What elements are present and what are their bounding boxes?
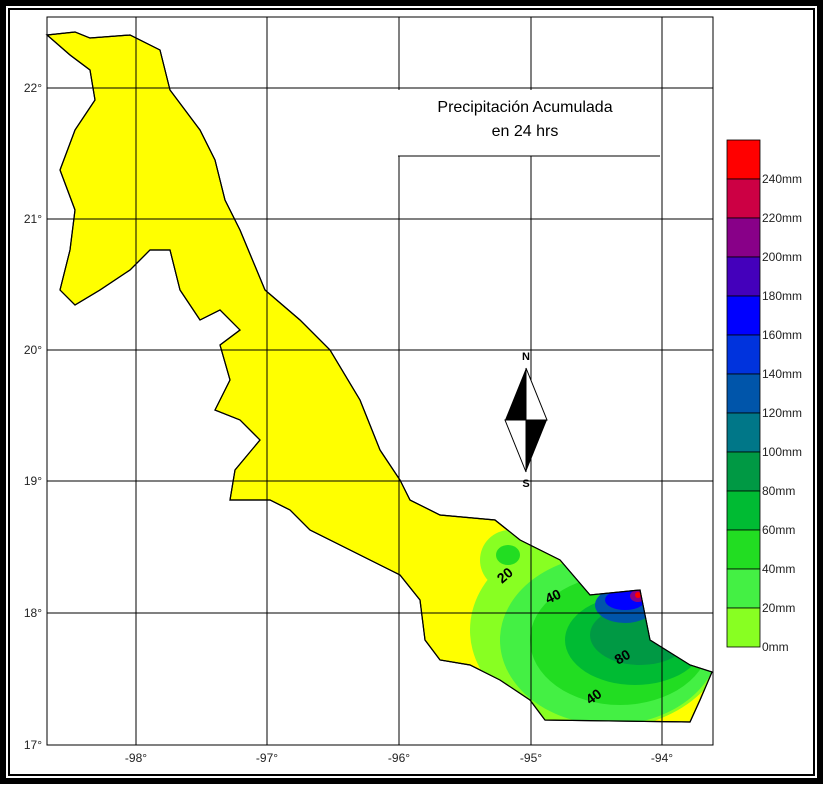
legend-label: 240mm xyxy=(762,172,802,186)
contour-label: 40 xyxy=(543,586,564,607)
lat-label: 17° xyxy=(24,738,42,752)
state-border xyxy=(45,31,713,723)
legend-label: 0mm xyxy=(762,640,789,654)
lat-label: 20° xyxy=(24,343,42,357)
lon-label: -94° xyxy=(651,751,673,765)
legend-label: 220mm xyxy=(762,211,802,225)
legend-swatch xyxy=(726,451,761,492)
lat-label: 21° xyxy=(24,212,42,226)
legend-swatch xyxy=(726,412,761,453)
compass-s: S xyxy=(522,478,529,490)
lon-label: -95° xyxy=(520,751,542,765)
frame-line xyxy=(8,8,815,776)
legend-label: 200mm xyxy=(762,250,802,264)
title-box xyxy=(398,90,660,156)
lat-label: 22° xyxy=(24,81,42,95)
compass-n: N xyxy=(522,351,530,363)
legend-label: 60mm xyxy=(762,523,795,537)
legend-swatch xyxy=(726,529,761,570)
legend-swatch xyxy=(726,568,761,609)
legend-label: 120mm xyxy=(762,406,802,420)
map-border xyxy=(46,16,714,746)
legend-swatch xyxy=(726,178,761,219)
precip-zone xyxy=(635,592,641,598)
legend-swatch xyxy=(726,373,761,414)
legend-label: 160mm xyxy=(762,328,802,342)
legend-swatch xyxy=(726,607,761,648)
legend-swatch xyxy=(726,139,761,180)
legend-label: 180mm xyxy=(762,289,802,303)
legend-swatch xyxy=(726,256,761,297)
lon-label: -97° xyxy=(256,751,278,765)
compass: N S xyxy=(504,351,548,490)
legend-label: 100mm xyxy=(762,445,802,459)
legend-swatch xyxy=(726,334,761,375)
legend-label: 40mm xyxy=(762,562,795,576)
compass-arrow xyxy=(505,368,526,420)
lon-label: -96° xyxy=(388,751,410,765)
title-line: en 24 hrs xyxy=(492,123,559,140)
title-line: Precipitación Acumulada xyxy=(437,99,612,116)
legend-label: 20mm xyxy=(762,601,795,615)
contour-label: 80 xyxy=(612,646,634,668)
legend-label: 80mm xyxy=(762,484,795,498)
legend-label: 140mm xyxy=(762,367,802,381)
legend: 240mm 220mm 200mm 180mm 160mm 140mm 120mm 100mm… xyxy=(726,139,802,654)
legend-swatch xyxy=(726,490,761,531)
legend-swatch xyxy=(726,295,761,336)
legend-swatch xyxy=(726,217,761,258)
compass-arrow xyxy=(504,419,527,473)
lon-label: -98° xyxy=(125,751,147,765)
lat-label: 19° xyxy=(24,474,42,488)
compass-arrow xyxy=(526,420,547,472)
precip-zone xyxy=(496,545,520,565)
lat-label: 18° xyxy=(24,606,42,620)
